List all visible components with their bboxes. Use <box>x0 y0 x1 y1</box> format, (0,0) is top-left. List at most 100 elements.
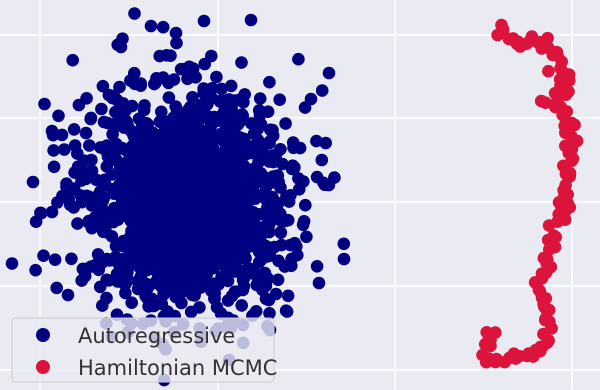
autoregressive-point <box>197 14 211 28</box>
legend-marker-hamiltonian-mcmc <box>36 360 50 374</box>
hamiltonian-mcmc-point <box>560 105 574 118</box>
autoregressive-point <box>195 154 208 167</box>
autoregressive-point <box>231 192 245 205</box>
autoregressive-point <box>47 160 61 174</box>
autoregressive-point <box>239 147 253 161</box>
hamiltonian-mcmc-point <box>542 64 555 78</box>
legend-marker-autoregressive <box>36 328 50 342</box>
autoregressive-point <box>116 97 130 110</box>
autoregressive-point <box>51 196 64 209</box>
autoregressive-point <box>312 276 326 290</box>
autoregressive-point <box>117 234 130 248</box>
autoregressive-point <box>228 125 241 139</box>
autoregressive-point <box>224 79 238 93</box>
autoregressive-point <box>155 203 169 216</box>
autoregressive-point <box>235 265 249 279</box>
autoregressive-point <box>205 128 219 141</box>
autoregressive-point <box>250 268 264 282</box>
autoregressive-point <box>93 280 107 294</box>
autoregressive-point <box>284 189 297 202</box>
autoregressive-point <box>233 93 247 106</box>
autoregressive-point <box>266 176 280 189</box>
autoregressive-point <box>138 99 151 112</box>
autoregressive-point <box>189 123 202 136</box>
autoregressive-point <box>186 65 199 79</box>
autoregressive-point <box>257 279 271 293</box>
autoregressive-point <box>124 74 137 87</box>
autoregressive-point <box>177 205 191 218</box>
autoregressive-point <box>185 288 199 302</box>
autoregressive-point <box>128 7 141 20</box>
autoregressive-point <box>225 289 239 303</box>
autoregressive-point <box>79 126 93 140</box>
autoregressive-point <box>236 283 250 297</box>
autoregressive-point <box>210 158 224 172</box>
autoregressive-point <box>244 13 258 27</box>
autoregressive-point <box>144 19 158 33</box>
autoregressive-point <box>153 49 166 63</box>
autoregressive-point <box>337 237 351 251</box>
autoregressive-point <box>299 198 312 212</box>
autoregressive-point <box>61 288 75 302</box>
autoregressive-point <box>50 281 63 295</box>
autoregressive-point <box>322 66 336 80</box>
autoregressive-point <box>272 212 286 225</box>
autoregressive-point <box>149 298 162 311</box>
autoregressive-point <box>85 164 99 178</box>
autoregressive-point <box>209 230 222 243</box>
autoregressive-point <box>162 152 175 166</box>
autoregressive-point <box>67 123 81 136</box>
autoregressive-point <box>274 226 287 239</box>
autoregressive-point <box>297 215 311 228</box>
autoregressive-point <box>29 263 42 277</box>
autoregressive-point <box>248 175 262 188</box>
autoregressive-point <box>90 258 104 272</box>
autoregressive-point <box>189 214 202 228</box>
autoregressive-point <box>37 249 50 262</box>
autoregressive-point <box>245 117 258 130</box>
autoregressive-point <box>281 289 295 303</box>
autoregressive-point <box>181 112 194 125</box>
autoregressive-point <box>91 248 105 261</box>
autoregressive-point <box>26 175 40 189</box>
hamiltonian-mcmc-point <box>489 326 502 339</box>
autoregressive-point <box>197 99 210 112</box>
autoregressive-point <box>45 205 59 219</box>
autoregressive-point <box>304 92 318 106</box>
autoregressive-point <box>148 149 161 163</box>
autoregressive-point <box>101 217 114 230</box>
autoregressive-point <box>148 77 161 91</box>
autoregressive-point <box>173 274 187 287</box>
autoregressive-point <box>292 52 305 66</box>
autoregressive-point <box>152 192 166 205</box>
autoregressive-point <box>226 259 239 273</box>
autoregressive-point <box>140 277 153 291</box>
autoregressive-point <box>269 154 283 167</box>
hamiltonian-mcmc-point <box>476 348 489 362</box>
autoregressive-point <box>322 178 336 192</box>
autoregressive-point <box>162 91 176 104</box>
autoregressive-point <box>134 79 147 92</box>
autoregressive-point <box>47 144 60 157</box>
autoregressive-point <box>119 286 132 300</box>
autoregressive-point <box>85 153 98 167</box>
autoregressive-point <box>198 57 211 71</box>
autoregressive-point <box>319 136 333 150</box>
autoregressive-point <box>5 257 19 270</box>
autoregressive-point <box>199 213 213 227</box>
autoregressive-point <box>263 75 276 89</box>
autoregressive-point <box>212 219 225 233</box>
data-points <box>5 7 584 387</box>
autoregressive-point <box>253 92 267 105</box>
autoregressive-point <box>218 271 232 284</box>
autoregressive-point <box>215 82 228 96</box>
autoregressive-point <box>262 225 276 239</box>
autoregressive-point <box>171 181 185 195</box>
autoregressive-point <box>138 173 151 186</box>
autoregressive-point <box>200 193 213 206</box>
autoregressive-point <box>125 191 139 205</box>
autoregressive-point <box>111 213 125 226</box>
autoregressive-point <box>206 141 220 155</box>
autoregressive-point <box>251 220 265 234</box>
autoregressive-point <box>173 125 186 139</box>
